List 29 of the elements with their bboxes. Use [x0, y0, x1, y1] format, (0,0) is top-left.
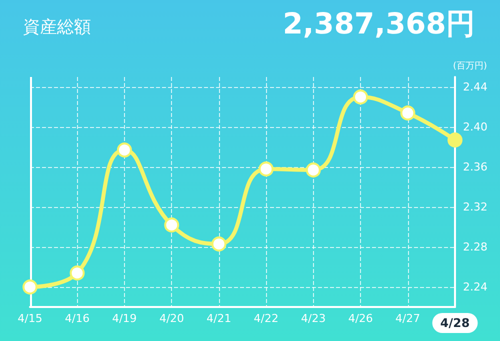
point — [353, 90, 368, 104]
point — [164, 218, 180, 232]
y-tick-label: 2.44 — [463, 80, 488, 94]
x-tick-label: 4/16 — [64, 312, 90, 325]
point — [306, 162, 321, 178]
point — [116, 142, 132, 158]
x-tick-label: 4/19 — [112, 312, 137, 325]
point — [258, 162, 274, 176]
x-tick-label: 4/20 — [159, 312, 184, 325]
x-tick-label: 4/15 — [18, 312, 42, 325]
point — [400, 106, 416, 120]
point — [448, 132, 462, 148]
chart-title: 資産総額 — [23, 18, 91, 38]
y-tick-label: 2.40 — [463, 120, 488, 134]
x-tick-label: 4/28 — [440, 316, 470, 330]
y-tick-label: 2.24 — [463, 280, 488, 294]
chart-subtitle: 2,387,368円 — [282, 6, 475, 40]
point — [22, 280, 38, 294]
point — [70, 266, 85, 280]
y-axis-title: (百万円) — [453, 62, 488, 72]
y-tick-label: 2.36 — [463, 160, 488, 174]
x-tick-label: 4/27 — [395, 312, 420, 325]
x-tick-label: 4/26 — [348, 312, 373, 325]
x-tick-label: 4/23 — [300, 312, 326, 325]
x-tick-label: 4/21 — [206, 312, 232, 325]
x-tick-label: 4/22 — [254, 312, 278, 325]
y-tick-label: 2.28 — [463, 240, 488, 254]
point — [211, 236, 226, 252]
y-tick-label: 2.32 — [463, 200, 488, 214]
